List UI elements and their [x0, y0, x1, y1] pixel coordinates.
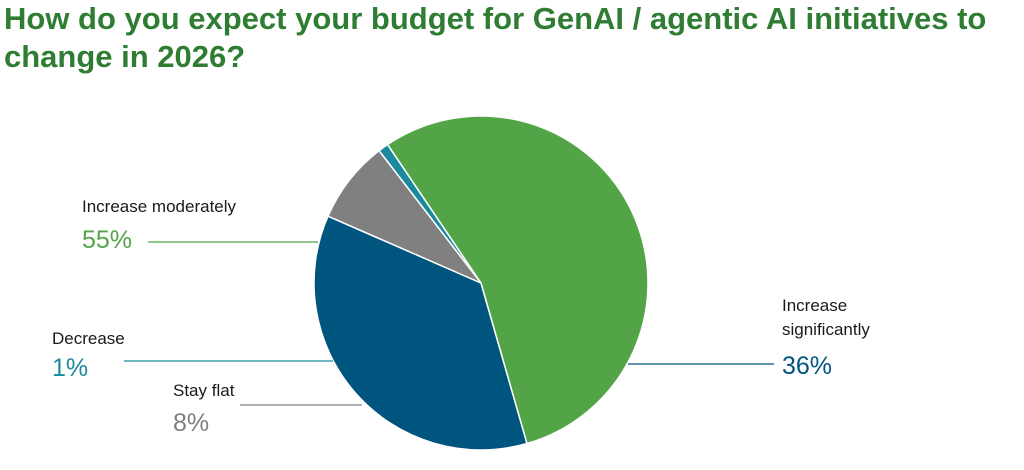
- slice-value-label: 1%: [52, 354, 88, 382]
- chart-title: How do you expect your budget for GenAI …: [4, 1, 987, 74]
- slice-value-label: 8%: [173, 409, 209, 437]
- pie-slice-increase-moderately: [386, 115, 649, 445]
- slice-name-line: Increase moderately: [82, 197, 237, 216]
- slice-name-line: Decrease: [52, 329, 125, 348]
- slice-name-line: significantly: [782, 320, 870, 339]
- pie-slices: [313, 115, 649, 451]
- slice-value-label: 55%: [82, 226, 132, 254]
- leader-lines: [124, 241, 774, 406]
- slice-value-label: 36%: [782, 352, 832, 380]
- slice-name-line: Stay flat: [173, 381, 235, 400]
- pie-slice-increase-significantly: [313, 215, 528, 451]
- slice-name-label: Decrease: [52, 329, 125, 348]
- slice-name-label: Increase significantly: [782, 296, 870, 339]
- slice-name-label: Increase moderately: [82, 197, 237, 216]
- slice-name-label: Stay flat: [173, 381, 235, 400]
- slice-labels: Increase significantly 36% Stay flat 8% Decre…: [52, 197, 870, 437]
- slice-name-line: Increase: [782, 296, 847, 315]
